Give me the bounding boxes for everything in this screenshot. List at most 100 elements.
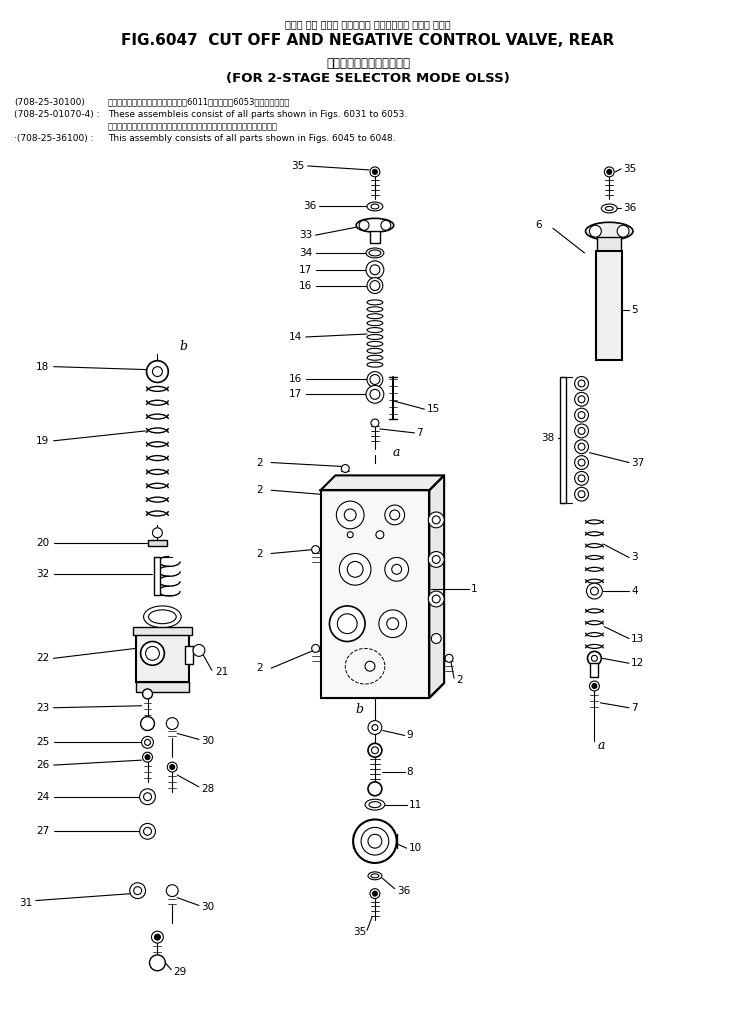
- Circle shape: [575, 392, 588, 406]
- Circle shape: [145, 646, 159, 661]
- Text: 6: 6: [535, 221, 542, 231]
- Text: 4: 4: [631, 586, 638, 596]
- Text: 11: 11: [408, 799, 422, 810]
- Circle shape: [433, 595, 440, 603]
- Text: 2: 2: [256, 664, 263, 673]
- Circle shape: [428, 512, 444, 528]
- Circle shape: [376, 531, 384, 539]
- Text: 31: 31: [19, 897, 32, 908]
- Circle shape: [142, 689, 153, 698]
- Circle shape: [578, 428, 585, 434]
- Circle shape: [604, 166, 614, 177]
- Text: 13: 13: [631, 634, 644, 643]
- Circle shape: [144, 827, 152, 835]
- Circle shape: [607, 169, 612, 175]
- Ellipse shape: [368, 872, 382, 880]
- Text: 10: 10: [408, 843, 422, 854]
- Circle shape: [372, 725, 378, 730]
- Ellipse shape: [367, 300, 383, 305]
- Circle shape: [370, 375, 380, 385]
- Circle shape: [371, 419, 379, 427]
- Ellipse shape: [367, 321, 383, 326]
- Circle shape: [590, 587, 598, 595]
- Text: 8: 8: [407, 767, 413, 777]
- Text: 9: 9: [407, 730, 413, 740]
- Text: 23: 23: [36, 702, 49, 713]
- Text: a: a: [598, 739, 605, 751]
- Text: 2: 2: [256, 457, 263, 468]
- Ellipse shape: [144, 605, 181, 628]
- Text: 14: 14: [289, 332, 302, 342]
- Circle shape: [433, 555, 440, 564]
- Circle shape: [133, 886, 142, 894]
- Bar: [321, 490, 430, 698]
- Text: 15: 15: [426, 404, 439, 415]
- Circle shape: [144, 739, 150, 745]
- Circle shape: [617, 226, 629, 237]
- Circle shape: [312, 644, 320, 652]
- Ellipse shape: [367, 335, 383, 339]
- Bar: [598, 237, 621, 251]
- Circle shape: [144, 792, 152, 800]
- Circle shape: [428, 591, 444, 606]
- Circle shape: [379, 610, 407, 637]
- Ellipse shape: [366, 248, 384, 258]
- Circle shape: [578, 396, 585, 402]
- Circle shape: [370, 281, 380, 291]
- Text: 16: 16: [289, 375, 302, 385]
- Circle shape: [370, 389, 380, 399]
- Circle shape: [341, 465, 349, 473]
- Circle shape: [370, 888, 380, 898]
- Circle shape: [370, 166, 380, 177]
- Text: このアセンブリの構成部品は第６０４５図から第６０４８図まで含みます。: このアセンブリの構成部品は第６０４５図から第６０４８図まで含みます。: [108, 123, 278, 132]
- Text: 30: 30: [201, 736, 214, 746]
- Text: FIG.6047  CUT OFF AND NEGATIVE CONTROL VALVE, REAR: FIG.6047 CUT OFF AND NEGATIVE CONTROL VA…: [122, 34, 615, 48]
- Circle shape: [445, 654, 453, 663]
- Circle shape: [150, 955, 165, 971]
- Text: 12: 12: [631, 659, 644, 669]
- Circle shape: [141, 717, 155, 730]
- Circle shape: [578, 491, 585, 497]
- Bar: [136, 631, 189, 682]
- Text: 35: 35: [353, 927, 366, 937]
- Text: 25: 25: [36, 737, 49, 747]
- Ellipse shape: [601, 204, 617, 213]
- Bar: [147, 540, 167, 545]
- Circle shape: [153, 367, 162, 377]
- Circle shape: [368, 743, 382, 758]
- Text: 38: 38: [541, 433, 554, 443]
- Circle shape: [347, 532, 353, 538]
- Text: 22: 22: [36, 653, 49, 664]
- Circle shape: [145, 755, 150, 760]
- Text: (708-25-01070-4) :: (708-25-01070-4) :: [14, 109, 99, 118]
- Circle shape: [371, 746, 378, 753]
- Text: b: b: [355, 703, 363, 716]
- Circle shape: [353, 820, 397, 863]
- Text: (708-25-30100): (708-25-30100): [14, 98, 85, 107]
- Circle shape: [329, 605, 365, 641]
- Circle shape: [312, 545, 320, 553]
- Ellipse shape: [367, 341, 383, 346]
- Circle shape: [578, 411, 585, 419]
- Circle shape: [338, 614, 357, 634]
- Bar: [155, 557, 161, 595]
- Circle shape: [372, 169, 377, 175]
- Text: 7: 7: [416, 428, 423, 438]
- Text: 19: 19: [36, 436, 49, 446]
- Circle shape: [170, 765, 175, 770]
- Circle shape: [392, 565, 402, 574]
- Bar: [370, 231, 380, 243]
- Text: 17: 17: [289, 389, 302, 399]
- Circle shape: [167, 718, 178, 729]
- Circle shape: [193, 644, 205, 657]
- Circle shape: [139, 823, 156, 839]
- Circle shape: [130, 883, 145, 898]
- Ellipse shape: [367, 313, 383, 319]
- Circle shape: [370, 264, 380, 275]
- Circle shape: [387, 618, 399, 630]
- Text: 36: 36: [303, 201, 316, 211]
- Ellipse shape: [585, 223, 633, 240]
- Circle shape: [575, 487, 588, 501]
- Ellipse shape: [367, 307, 383, 311]
- Circle shape: [587, 651, 601, 666]
